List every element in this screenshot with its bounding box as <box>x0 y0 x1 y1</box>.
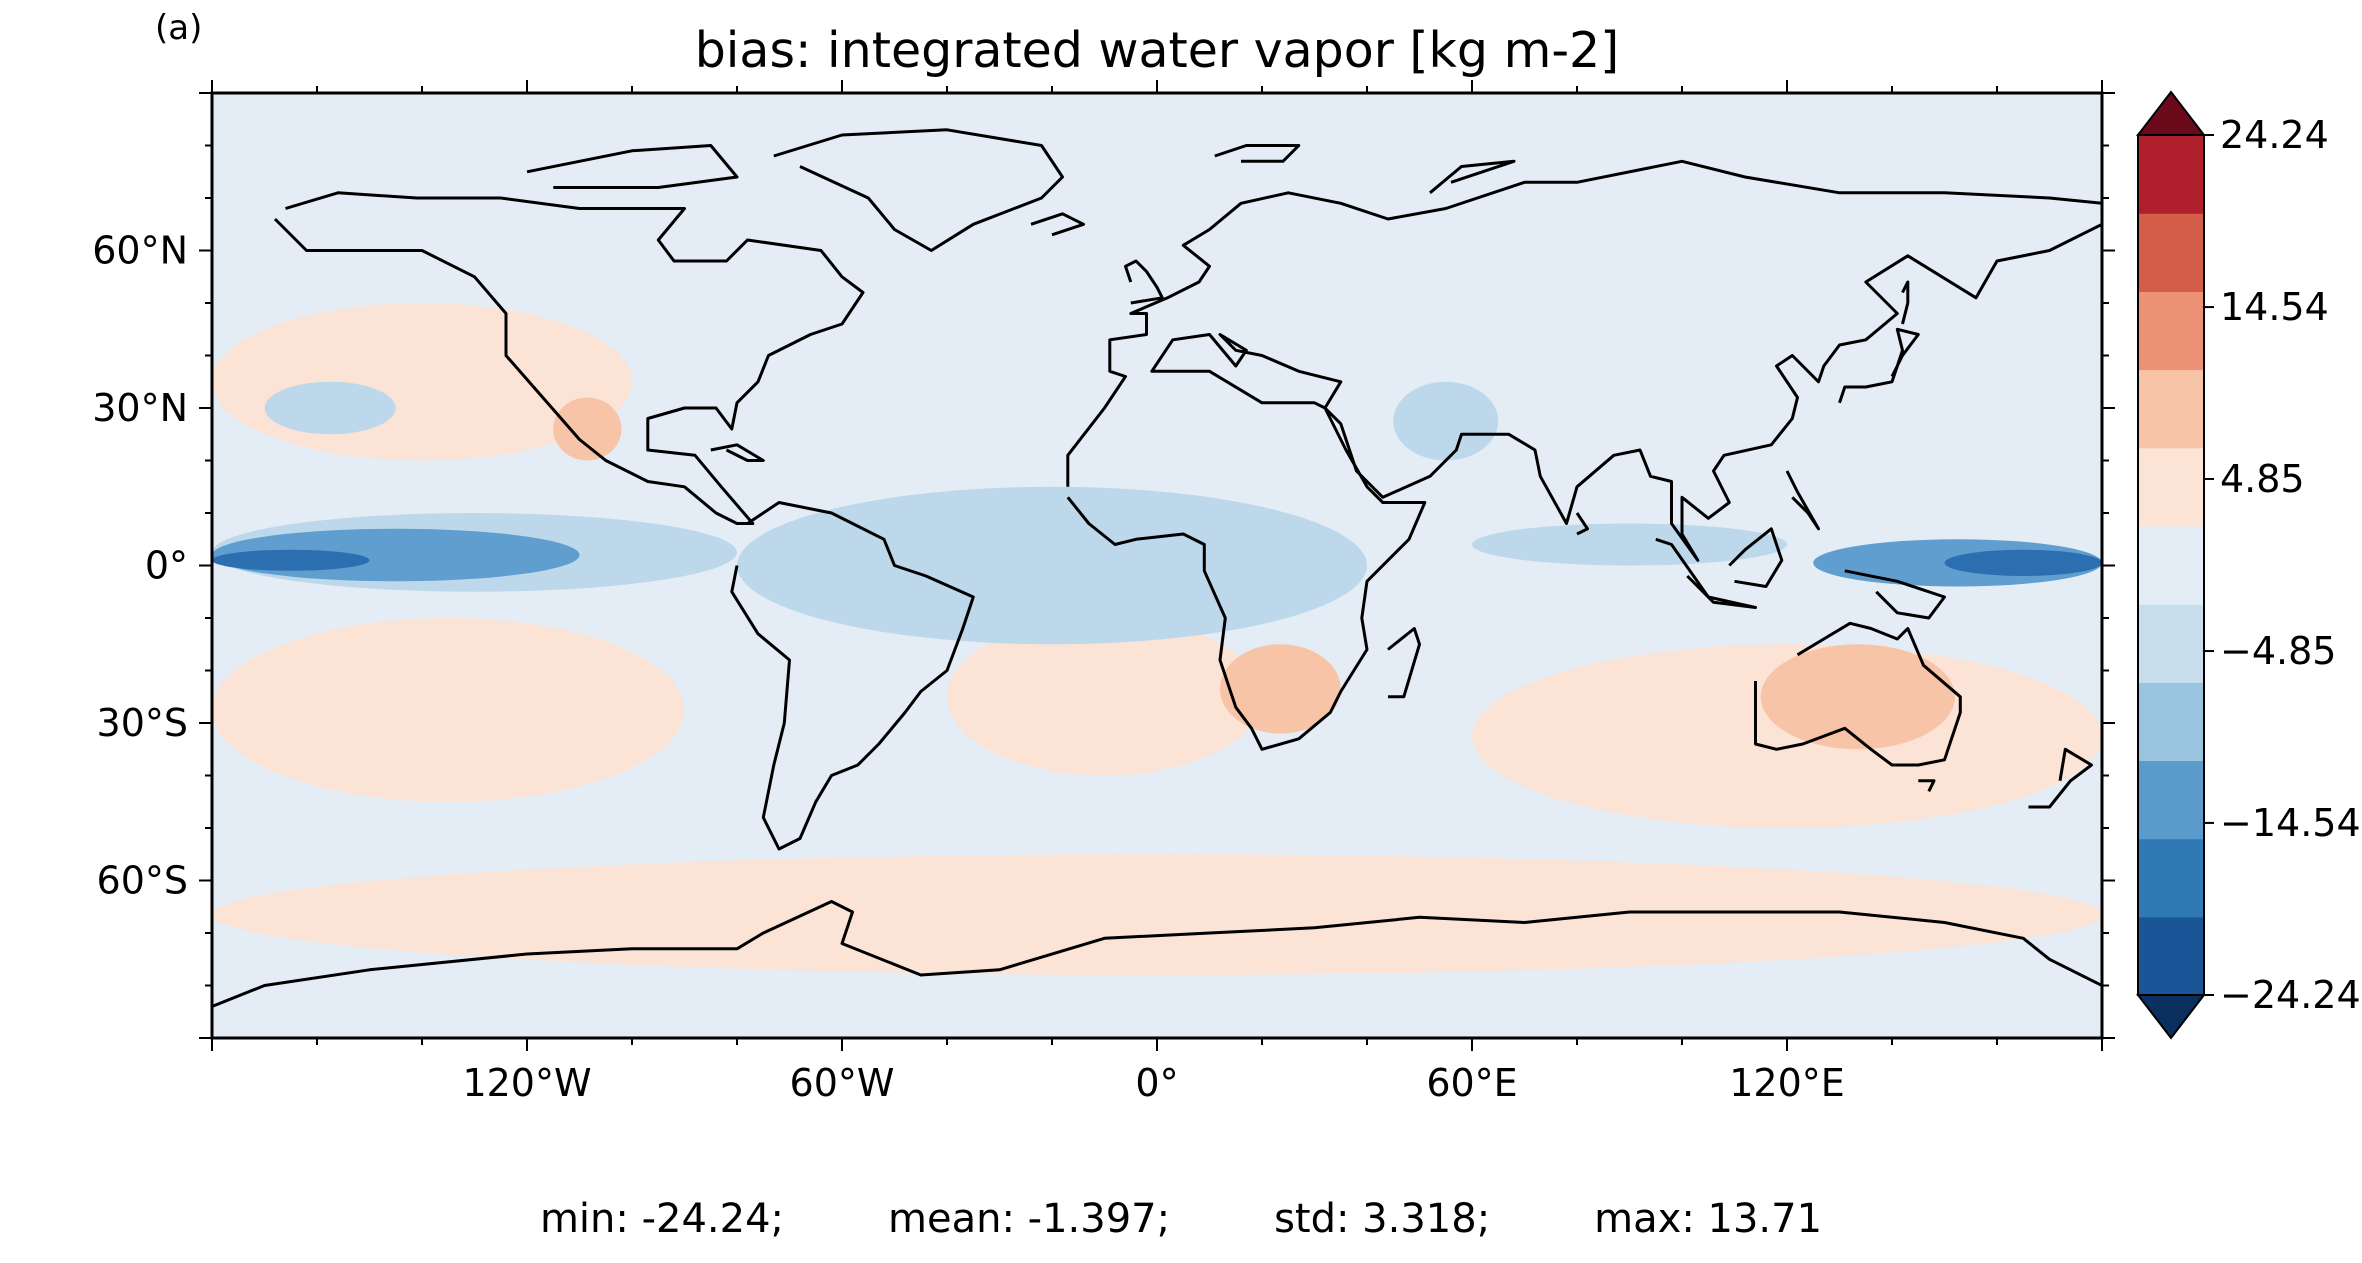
coastline-new-guinea <box>1844 569 1946 620</box>
coastline-philippines <box>1785 470 1820 531</box>
coastline-sakhalin <box>1901 280 1910 325</box>
coastline-new-zealand <box>2028 747 2093 809</box>
colorbar-bin <box>2138 447 2204 527</box>
colorbar-tick-label: −24.24 <box>2220 973 2361 1017</box>
coastlines <box>212 128 2102 1008</box>
colorbar-bin <box>2138 604 2204 683</box>
map-area <box>212 93 2102 1038</box>
colorbar-bin <box>2138 213 2204 292</box>
stat-max: max: 13.71 <box>1594 1196 1823 1242</box>
bias-region-pos-2 <box>947 618 1262 776</box>
coastline-north-america <box>273 191 865 525</box>
coastline-svalbard <box>1214 144 1301 163</box>
bias-region-pos-1 <box>212 618 685 802</box>
colorbar-tick-label: −4.85 <box>2220 629 2336 673</box>
lat-tick-label: 30°N <box>92 386 188 430</box>
colorbar-bin <box>2138 838 2204 918</box>
lat-tick-label: 30°S <box>97 701 188 745</box>
bias-region-neg-11 <box>1393 381 1499 461</box>
coastline-antarctica <box>212 900 2102 1008</box>
colorbar-tick-label: 14.54 <box>2220 285 2329 329</box>
colorbar-tick-label: −14.54 <box>2220 801 2361 845</box>
bias-region-pos-6 <box>1220 644 1341 734</box>
colorbar-bin <box>2138 916 2204 996</box>
stats-line: min: -24.24; mean: -1.397; std: 3.318; max:… <box>0 1196 2362 1242</box>
colorbar-extend-max <box>2135 90 2207 136</box>
colorbar-extend-min <box>2135 994 2207 1040</box>
coastline-greenland <box>773 128 1064 252</box>
bias-region-neg-12 <box>1472 523 1787 566</box>
colorbar-bin <box>2138 760 2204 840</box>
bias-region-pos-7 <box>553 397 622 461</box>
colorbar-tick-label: 24.24 <box>2220 113 2329 157</box>
lon-tick-label: 60°W <box>790 1061 895 1105</box>
coastline-japan <box>1838 327 1920 404</box>
coastline-cuba <box>710 443 765 462</box>
colorbar-bin <box>2138 369 2204 449</box>
colorbar-bin <box>2138 291 2204 371</box>
stat-min: min: -24.24; <box>539 1196 785 1242</box>
lat-tick-label: 60°N <box>92 229 188 273</box>
map-axes: 120°W 60°W 0° 60°E 120°E 60°N 30°N 0° 30°S 60°S <box>92 80 2115 1105</box>
colorbar-tick-label: 4.85 <box>2220 457 2305 501</box>
coastline-british-isles <box>1124 259 1164 305</box>
colorbar-bin <box>2138 135 2204 214</box>
coastline-sri-lanka <box>1575 512 1589 536</box>
lat-tick-label: 0° <box>145 544 188 588</box>
stat-mean: mean: -1.397; <box>888 1196 1171 1242</box>
lon-tick-label: 60°E <box>1426 1061 1517 1105</box>
stat-std: std: 3.318; <box>1274 1196 1491 1242</box>
bias-region-neg-9 <box>737 486 1367 645</box>
lon-tick-label: 120°W <box>462 1061 591 1105</box>
coastline-novaya-zemlya <box>1429 159 1516 194</box>
coastline-madagascar <box>1387 627 1421 699</box>
coastline-south-america <box>730 501 975 851</box>
bias-region-neg-10 <box>264 381 396 435</box>
coastline-arctic-islands <box>526 144 739 189</box>
colorbar-bin <box>2138 525 2204 605</box>
coastline-iceland <box>1030 212 1085 237</box>
panel-label: (a) <box>155 8 203 48</box>
lon-tick-label: 120°E <box>1729 1061 1845 1105</box>
coastline-indonesia-borneo <box>1728 527 1784 588</box>
bias-regions <box>212 303 2102 975</box>
coastline-australia <box>1754 621 1962 767</box>
bias-region-pos-4 <box>212 854 2102 975</box>
colorbar: 24.24 14.54 4.85 −4.85 −14.54 −24.24 <box>2135 90 2361 1040</box>
coastline-tasmania <box>1918 779 1936 792</box>
map-title: bias: integrated water vapor [kg m-2] <box>694 22 1620 79</box>
lat-tick-label: 60°S <box>97 859 188 903</box>
colorbar-bin <box>2138 682 2204 762</box>
bias-region-neg-14 <box>212 549 370 571</box>
bias-region-neg-16 <box>1944 549 2102 576</box>
coastline-sumatra-java <box>1655 537 1757 609</box>
lon-tick-label: 0° <box>1135 1061 1178 1105</box>
bias-region-pos-5 <box>1760 644 1955 750</box>
colorbar-frame <box>2137 134 2205 996</box>
coastline-africa-eurasia <box>1066 159 2102 751</box>
